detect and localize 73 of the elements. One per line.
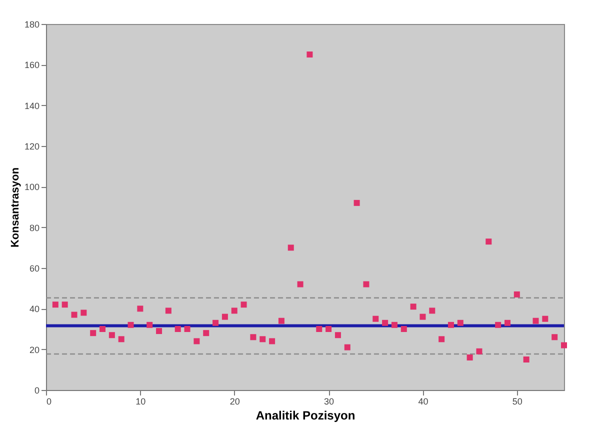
point bbox=[523, 356, 530, 362]
point bbox=[372, 316, 379, 322]
point bbox=[62, 302, 68, 308]
point bbox=[222, 314, 228, 320]
point bbox=[542, 316, 548, 322]
point bbox=[466, 354, 473, 360]
point bbox=[306, 52, 313, 58]
x-tick-label: 30 bbox=[324, 396, 334, 406]
point bbox=[250, 334, 256, 340]
point bbox=[457, 320, 464, 326]
point bbox=[420, 314, 426, 320]
y-tick-label: 180 bbox=[24, 20, 40, 30]
point bbox=[174, 326, 181, 332]
point bbox=[194, 338, 200, 344]
point bbox=[334, 332, 341, 338]
y-tick-label: 40 bbox=[29, 304, 40, 314]
x-tick-label: 10 bbox=[136, 396, 146, 406]
point bbox=[297, 281, 304, 288]
y-tick-label: 60 bbox=[29, 264, 40, 274]
point bbox=[448, 322, 454, 328]
point bbox=[476, 348, 482, 354]
x-tick-label: 40 bbox=[418, 396, 428, 406]
point bbox=[128, 322, 134, 328]
point bbox=[108, 332, 115, 338]
y-tick-label: 20 bbox=[29, 344, 40, 355]
point bbox=[316, 326, 322, 332]
point bbox=[363, 281, 370, 288]
point bbox=[438, 336, 445, 342]
point bbox=[137, 306, 144, 312]
point bbox=[156, 328, 162, 334]
point bbox=[552, 334, 558, 340]
point bbox=[400, 326, 407, 332]
x-axis-title: Analitik Pozisyon bbox=[256, 408, 356, 422]
point bbox=[486, 238, 492, 245]
x-tick-label: 20 bbox=[230, 396, 240, 406]
y-tick-label: 120 bbox=[24, 142, 40, 152]
point bbox=[90, 330, 96, 336]
point bbox=[100, 326, 106, 332]
point bbox=[514, 291, 520, 298]
point bbox=[326, 326, 332, 332]
point bbox=[382, 320, 388, 326]
point bbox=[278, 318, 284, 324]
point bbox=[354, 200, 360, 206]
point bbox=[344, 344, 350, 350]
point bbox=[52, 302, 58, 308]
y-tick-label: 160 bbox=[24, 60, 40, 70]
point bbox=[212, 320, 219, 326]
point bbox=[410, 304, 416, 310]
y-tick-label: 140 bbox=[24, 100, 40, 111]
point bbox=[165, 308, 172, 314]
point bbox=[80, 310, 87, 316]
point bbox=[532, 318, 539, 324]
point bbox=[260, 336, 266, 342]
point bbox=[231, 308, 238, 314]
point bbox=[288, 244, 294, 251]
y-axis-title: Konsantrasyon bbox=[9, 167, 22, 248]
point bbox=[240, 302, 247, 308]
x-tick-label: 0 bbox=[46, 396, 52, 406]
point bbox=[118, 336, 124, 342]
point bbox=[71, 312, 78, 318]
point bbox=[269, 338, 276, 344]
point bbox=[203, 330, 210, 336]
point bbox=[391, 322, 398, 328]
point bbox=[495, 322, 502, 328]
point bbox=[146, 322, 153, 328]
point bbox=[561, 342, 567, 348]
y-tick-label: 80 bbox=[29, 222, 40, 233]
y-tick-label: 100 bbox=[24, 182, 40, 192]
y-tick-label: 0 bbox=[34, 386, 40, 396]
x-tick-label: 50 bbox=[512, 396, 522, 406]
point bbox=[504, 320, 510, 326]
point bbox=[184, 326, 190, 332]
point bbox=[429, 308, 436, 314]
